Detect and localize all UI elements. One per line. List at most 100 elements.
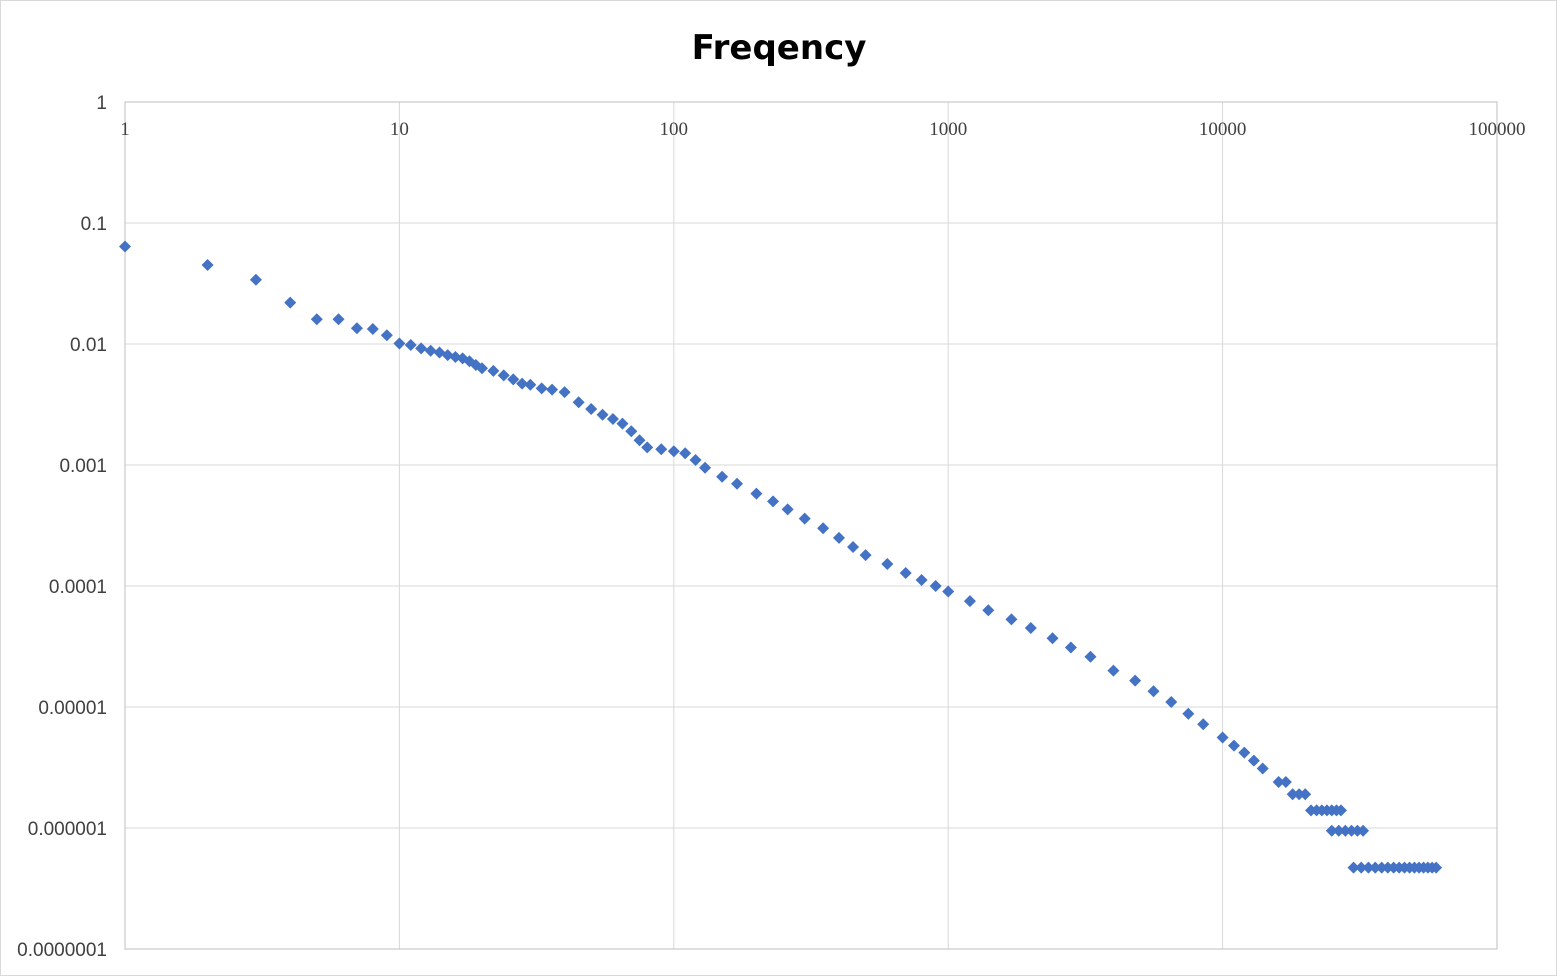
- data-point: [679, 447, 692, 460]
- data-point: [424, 344, 437, 357]
- data-point: [535, 382, 548, 395]
- data-point: [798, 512, 811, 525]
- data-point: [558, 386, 571, 399]
- chart-title: Freqency: [692, 28, 867, 68]
- data-point: [310, 313, 323, 326]
- data-point: [1256, 762, 1269, 775]
- data-point: [1369, 861, 1382, 874]
- data-point: [119, 240, 131, 253]
- data-point: [1334, 804, 1347, 817]
- data-point: [731, 477, 744, 490]
- data-point: [596, 408, 609, 421]
- data-point: [350, 322, 363, 335]
- x-tick-label: 100000: [1469, 119, 1526, 140]
- data-point: [507, 373, 520, 386]
- data-point: [847, 541, 860, 554]
- data-point: [404, 339, 417, 352]
- data-point: [633, 434, 646, 447]
- data-point: [1325, 824, 1338, 837]
- y-tick-label: 1: [96, 93, 107, 114]
- data-point: [366, 323, 379, 336]
- data-point: [1362, 861, 1375, 874]
- data-point: [963, 595, 976, 608]
- data-point: [1197, 718, 1210, 731]
- data-point: [1005, 613, 1018, 626]
- data-point: [1339, 824, 1352, 837]
- data-point: [1129, 674, 1142, 687]
- data-point: [1332, 824, 1345, 837]
- data-point: [1165, 695, 1178, 708]
- x-tick-label: 10000: [1199, 119, 1247, 140]
- data-point: [833, 531, 846, 544]
- data-point: [524, 378, 537, 391]
- data-point: [1107, 664, 1120, 677]
- data-point: [476, 362, 489, 375]
- data-point: [249, 273, 262, 286]
- data-point: [689, 453, 702, 466]
- data-point: [641, 441, 654, 454]
- data-point: [817, 522, 830, 535]
- data-point: [881, 557, 894, 570]
- data-point: [380, 329, 393, 342]
- data-point: [393, 337, 406, 350]
- data-point: [1064, 641, 1077, 654]
- data-point: [1355, 861, 1368, 874]
- data-point: [572, 396, 585, 409]
- data-point: [1272, 775, 1285, 788]
- data-point: [516, 377, 529, 390]
- data-point: [767, 495, 780, 508]
- data-point: [415, 342, 428, 355]
- data-point: [716, 470, 729, 483]
- data-point: [929, 580, 942, 592]
- data-point: [1147, 685, 1160, 698]
- data-point: [859, 549, 872, 562]
- data-point: [585, 403, 598, 416]
- data-point: [625, 425, 638, 438]
- data-point: [1182, 707, 1195, 720]
- x-tick-labels: 1 10 100 1000 10000 100000: [120, 119, 1525, 140]
- x-tick-label: 1000: [929, 119, 967, 140]
- data-point: [1024, 621, 1037, 634]
- data-point: [201, 258, 214, 271]
- data-point: [546, 383, 559, 396]
- data-points: [119, 240, 1443, 874]
- grid-lines: [124, 101, 1498, 950]
- data-point: [1247, 754, 1260, 767]
- data-point: [284, 296, 297, 309]
- data-point: [667, 445, 680, 458]
- data-point: [487, 364, 500, 377]
- data-point: [1046, 632, 1059, 645]
- x-tick-label: 100: [660, 119, 689, 140]
- y-tick-label: 0.0001: [49, 577, 107, 598]
- plot-border: [124, 101, 1498, 950]
- data-point: [982, 604, 995, 617]
- data-point: [1286, 788, 1299, 801]
- data-point: [915, 574, 928, 587]
- data-point: [899, 567, 912, 580]
- data-point: [1279, 775, 1292, 788]
- y-tick-label: 0.01: [70, 335, 107, 356]
- data-point: [606, 412, 619, 425]
- y-tick-labels: 1 0.1 0.01 0.001 0.0001 0.00001 0.000001 0.0000…: [17, 93, 107, 961]
- y-tick-label: 0.001: [59, 456, 107, 477]
- data-point: [1357, 824, 1370, 837]
- data-point: [616, 417, 629, 430]
- y-tick-label: 0.1: [81, 214, 107, 235]
- data-point: [1216, 731, 1229, 744]
- data-point: [781, 503, 794, 516]
- data-point: [750, 487, 763, 500]
- y-tick-label: 0.00001: [38, 698, 107, 719]
- data-point: [942, 585, 955, 598]
- data-point: [1293, 788, 1306, 801]
- data-point: [1238, 746, 1251, 759]
- data-point: [1430, 861, 1443, 874]
- data-point: [1299, 788, 1312, 801]
- data-point: [497, 369, 510, 382]
- data-point: [655, 443, 668, 456]
- y-tick-label: 0.0000001: [17, 940, 107, 961]
- data-point: [332, 313, 345, 326]
- data-point: [1347, 861, 1360, 874]
- x-tick-label: 1: [120, 119, 130, 140]
